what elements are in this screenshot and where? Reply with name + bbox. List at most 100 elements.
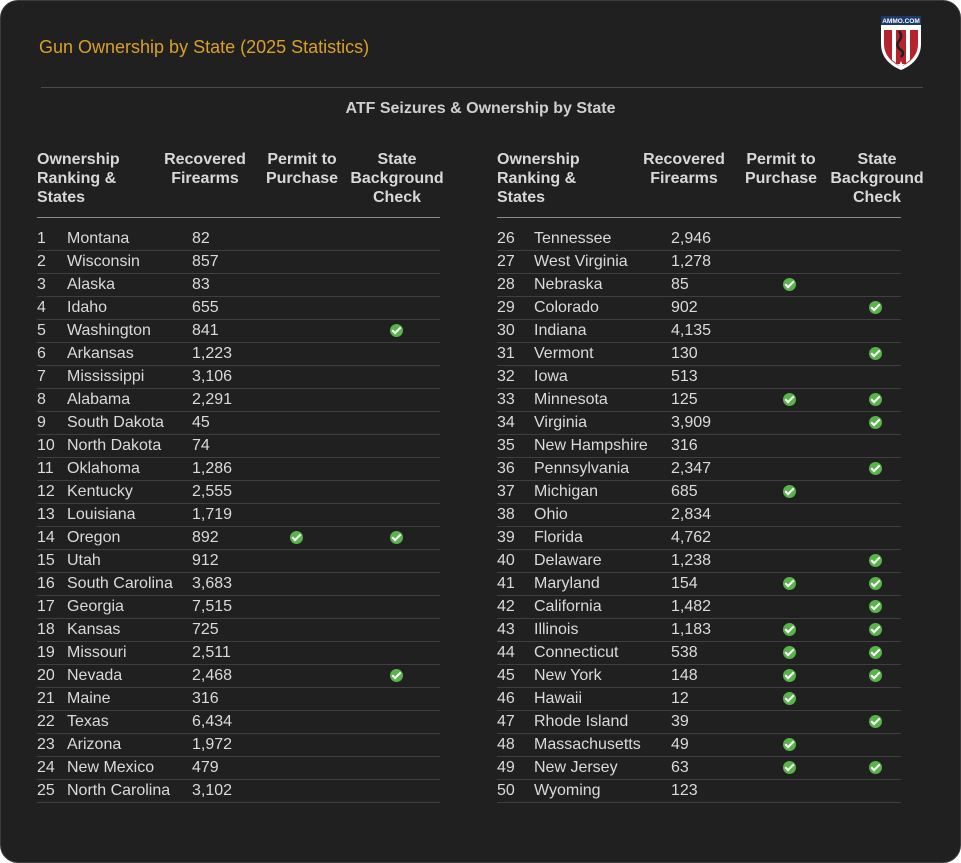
permit-check-icon xyxy=(783,278,796,291)
recovered-cell: 148 xyxy=(671,667,698,684)
table-row: 19 Missouri 2,511 xyxy=(37,642,440,665)
rank-cell: 31 xyxy=(497,345,515,362)
rank-cell: 10 xyxy=(37,437,55,454)
recovered-cell: 655 xyxy=(192,299,219,316)
background-check-icon xyxy=(869,715,882,728)
state-cell: Nevada xyxy=(67,667,123,684)
rank-cell: 44 xyxy=(497,644,515,661)
state-cell: Arkansas xyxy=(67,345,134,362)
rank-cell: 28 xyxy=(497,276,515,293)
background-check-icon xyxy=(390,669,403,682)
table-left: Ownership Ranking & States Recovered Fir… xyxy=(37,150,444,803)
table-row: 49 New Jersey 63 xyxy=(497,757,901,780)
recovered-cell: 4,762 xyxy=(671,529,712,546)
rank-cell: 43 xyxy=(497,621,515,638)
state-cell: South Carolina xyxy=(67,575,173,592)
rank-cell: 32 xyxy=(497,368,515,385)
state-cell: Nebraska xyxy=(534,276,603,293)
rank-cell: 16 xyxy=(37,575,55,592)
title-divider xyxy=(41,87,923,88)
background-check-icon xyxy=(869,416,882,429)
permit-check-icon xyxy=(290,531,303,544)
rank-cell: 35 xyxy=(497,437,515,454)
rank-cell: 20 xyxy=(37,667,55,684)
header-permit: Permit to Purchase xyxy=(265,151,339,187)
rank-cell: 3 xyxy=(37,276,46,293)
recovered-cell: 2,555 xyxy=(192,483,233,500)
state-cell: New Hampshire xyxy=(534,437,648,454)
background-check-icon xyxy=(869,600,882,613)
table-body: 26 Tennessee 2,946 27 West Virginia 1,278 28 Ne… xyxy=(497,228,901,803)
background-check-icon xyxy=(869,577,882,590)
state-cell: Minnesota xyxy=(534,391,608,408)
table-row: 14 Oregon 892 xyxy=(37,527,440,550)
table-header: Ownership Ranking & States Recovered Fir… xyxy=(497,150,924,218)
background-check-icon xyxy=(869,669,882,682)
background-check-icon xyxy=(869,462,882,475)
state-cell: Tennessee xyxy=(534,230,612,247)
rank-cell: 39 xyxy=(497,529,515,546)
background-check-icon xyxy=(390,531,403,544)
recovered-cell: 83 xyxy=(192,276,210,293)
header-state: Ownership Ranking & States xyxy=(37,151,120,206)
recovered-cell: 63 xyxy=(671,759,689,776)
table-row: 11 Oklahoma 1,286 xyxy=(37,458,440,481)
rank-cell: 23 xyxy=(37,736,55,753)
table-row: 8 Alabama 2,291 xyxy=(37,389,440,412)
recovered-cell: 45 xyxy=(192,414,210,431)
table-row: 17 Georgia 7,515 xyxy=(37,596,440,619)
permit-check-icon xyxy=(783,761,796,774)
permit-check-icon xyxy=(783,738,796,751)
table-row: 47 Rhode Island 39 xyxy=(497,711,901,734)
page-title: Gun Ownership by State (2025 Statistics) xyxy=(39,37,370,57)
recovered-cell: 2,347 xyxy=(671,460,712,477)
table-row: 25 North Carolina 3,102 xyxy=(37,780,440,803)
table-row: 26 Tennessee 2,946 xyxy=(497,228,901,251)
rank-cell: 30 xyxy=(497,322,515,339)
state-cell: Indiana xyxy=(534,322,587,339)
table-row: 15 Utah 912 xyxy=(37,550,440,573)
state-cell: South Dakota xyxy=(67,414,164,431)
table-row: 1 Montana 82 xyxy=(37,228,440,251)
recovered-cell: 3,683 xyxy=(192,575,233,592)
header-permit: Permit to Purchase xyxy=(744,151,818,187)
recovered-cell: 479 xyxy=(192,759,219,776)
permit-check-icon xyxy=(783,577,796,590)
rank-cell: 33 xyxy=(497,391,515,408)
recovered-cell: 3,106 xyxy=(192,368,233,385)
recovered-cell: 1,972 xyxy=(192,736,233,753)
table-row: 41 Maryland 154 xyxy=(497,573,901,596)
recovered-cell: 3,102 xyxy=(192,782,233,799)
table-row: 30 Indiana 4,135 xyxy=(497,320,901,343)
state-cell: Virginia xyxy=(534,414,588,431)
rank-cell: 2 xyxy=(37,253,46,270)
table-row: 39 Florida 4,762 xyxy=(497,527,901,550)
recovered-cell: 123 xyxy=(671,782,698,799)
rank-cell: 15 xyxy=(37,552,55,569)
recovered-cell: 82 xyxy=(192,230,210,247)
recovered-cell: 2,291 xyxy=(192,391,233,408)
recovered-cell: 725 xyxy=(192,621,219,638)
permit-check-icon xyxy=(783,623,796,636)
table-row: 46 Hawaii 12 xyxy=(497,688,901,711)
rank-cell: 42 xyxy=(497,598,515,615)
rank-cell: 6 xyxy=(37,345,46,362)
rank-cell: 27 xyxy=(497,253,515,270)
state-cell: Wyoming xyxy=(534,782,601,799)
state-cell: Oregon xyxy=(67,529,121,546)
state-cell: Utah xyxy=(67,552,101,569)
header-background-check: State Background Check xyxy=(830,151,924,206)
table-row: 36 Pennsylvania 2,347 xyxy=(497,458,901,481)
table-row: 34 Virginia 3,909 xyxy=(497,412,901,435)
table-row: 21 Maine 316 xyxy=(37,688,440,711)
state-cell: New Mexico xyxy=(67,759,155,776)
rank-cell: 38 xyxy=(497,506,515,523)
state-cell: Hawaii xyxy=(534,690,583,707)
rank-cell: 18 xyxy=(37,621,55,638)
rank-cell: 7 xyxy=(37,368,46,385)
background-check-icon xyxy=(869,623,882,636)
background-check-icon xyxy=(869,393,882,406)
rank-cell: 8 xyxy=(37,391,46,408)
table-row: 40 Delaware 1,238 xyxy=(497,550,901,573)
